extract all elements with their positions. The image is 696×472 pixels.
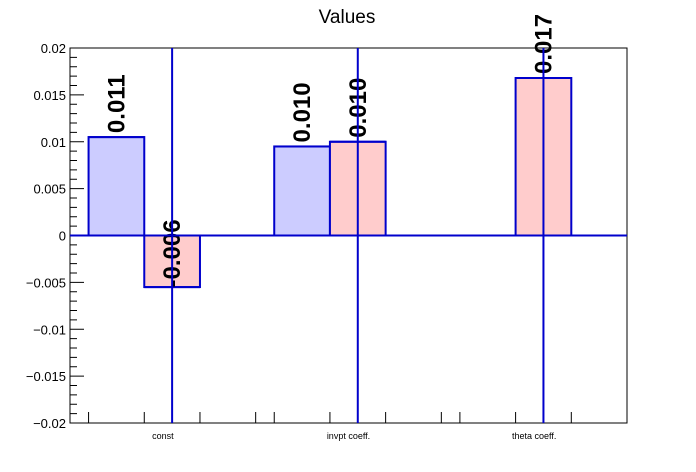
y-tick-label: −0.02 <box>33 416 66 431</box>
data-label: 0.010 <box>289 82 316 142</box>
y-tick-label: 0.005 <box>33 182 66 197</box>
chart-title: Values <box>319 7 376 28</box>
bar <box>273 145 331 237</box>
x-category-label: theta coeff. <box>512 431 556 441</box>
bar <box>87 136 146 237</box>
y-tick-label: 0.015 <box>33 88 66 103</box>
plot-area: −0.02 −0.015 −0.01 −0.005 0 0.005 0.01 0.015 0.0… <box>26 14 628 441</box>
y-tick-label: −0.015 <box>26 369 66 384</box>
y-tick-label: 0.02 <box>41 41 66 56</box>
x-category-label: invpt coeff. <box>327 431 370 441</box>
x-category-label: const <box>152 431 174 441</box>
y-tick-label: −0.005 <box>26 275 66 290</box>
data-label: 0.011 <box>103 74 130 133</box>
y-tick-label: 0 <box>59 229 66 244</box>
y-tick-label: −0.01 <box>33 322 66 337</box>
y-tick-label: 0.01 <box>41 135 66 150</box>
